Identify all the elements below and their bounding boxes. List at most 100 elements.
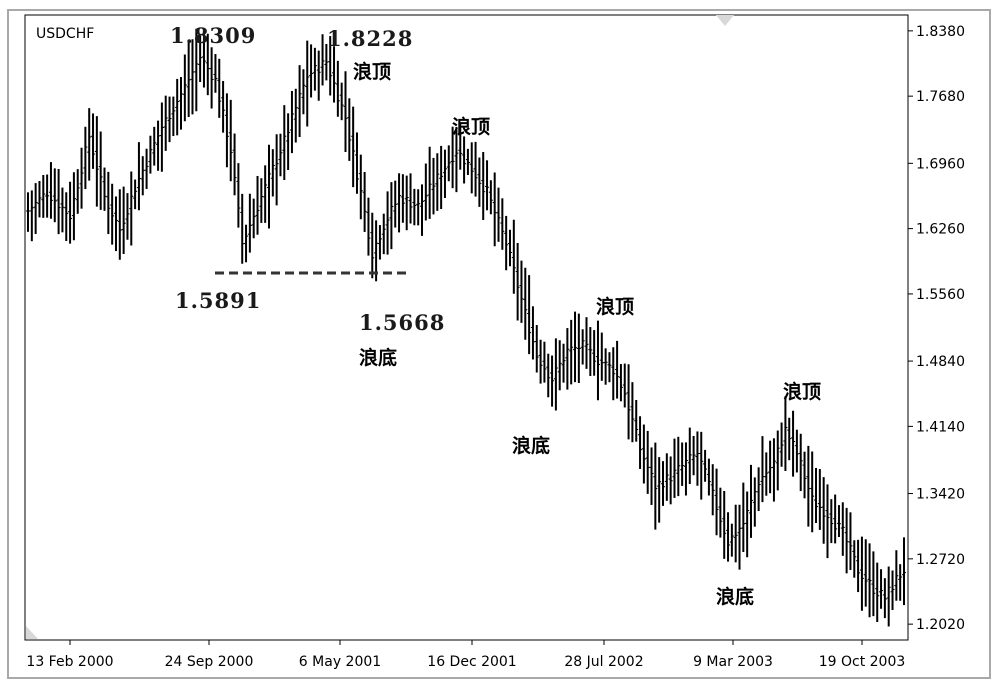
annotation-peak-2-value: 1.8228: [327, 26, 413, 51]
ohlc-bar: [856, 539, 861, 593]
ohlc-bar: [481, 151, 486, 221]
ohlc-bar: [393, 180, 398, 228]
ohlc-bar: [523, 267, 528, 340]
ohlc-bar: [297, 65, 302, 137]
ohlc-bar: [848, 512, 853, 570]
ohlc-bar: [538, 339, 543, 384]
ohlc-bar: [794, 429, 799, 473]
ohlc-bar: [374, 220, 379, 282]
ohlc-bar: [657, 457, 662, 523]
ohlc-bar: [569, 319, 574, 385]
annotation-peak-1-value: 1.8309: [170, 23, 256, 48]
ohlc-bar: [217, 58, 222, 118]
ohlc-bar: [672, 438, 677, 498]
annotation-peak-5-label: 浪顶: [783, 380, 821, 403]
ohlc-bar: [573, 311, 578, 383]
ohlc-bar: [710, 464, 715, 516]
ohlc-bar: [745, 491, 750, 558]
ohlc-bar: [641, 424, 646, 484]
symbol-label: USDCHF: [36, 26, 94, 42]
ohlc-bar: [110, 183, 115, 245]
ohlc-bar: [274, 134, 279, 206]
ohlc-bar: [722, 491, 727, 559]
ohlc-bar: [205, 33, 210, 96]
ohlc-bar: [255, 175, 260, 235]
y-tick-label: 1.6260: [916, 222, 965, 238]
ohlc-bar: [442, 149, 447, 198]
x-tick-label: 28 Jul 2002: [564, 654, 643, 670]
ohlc-bar: [821, 477, 826, 544]
ohlc-bar: [817, 469, 822, 530]
ohlc-bar: [354, 132, 359, 194]
ohlc-bar: [335, 60, 340, 117]
ohlc-bar: [156, 120, 161, 171]
ohlc-bar: [607, 352, 612, 383]
ohlc-bar: [729, 523, 734, 557]
ohlc-bar: [416, 189, 421, 226]
ohlc-bar: [557, 340, 562, 391]
ohlc-bar: [408, 173, 413, 224]
ohlc-bar: [726, 512, 731, 562]
ohlc-bar: [760, 436, 765, 503]
ohlc-bar: [125, 193, 130, 240]
y-tick-label: 1.4840: [916, 354, 965, 370]
ohlc-bar: [129, 171, 134, 246]
ohlc-bar: [435, 153, 440, 211]
ohlc-bar: [802, 451, 807, 499]
ohlc-bar: [898, 564, 903, 601]
ohlc-bar: [385, 191, 390, 255]
ohlc-bar: [630, 382, 635, 443]
ohlc-bar: [362, 171, 367, 232]
x-tick-label: 16 Dec 2001: [427, 654, 516, 670]
ohlc-bar: [316, 50, 321, 101]
ohlc-bar: [179, 76, 184, 130]
ohlc-bar: [542, 341, 547, 383]
annotation-trough-2-label: 浪底: [359, 346, 397, 369]
ohlc-bar: [615, 340, 620, 399]
ohlc-bar: [691, 435, 696, 476]
ohlc-bar: [366, 197, 371, 256]
ohlc-bar: [507, 229, 512, 267]
ohlc-bar: [462, 136, 467, 184]
ohlc-bar: [182, 54, 187, 122]
ohlc-bar: [370, 212, 375, 279]
ohlc-bar: [41, 174, 46, 218]
ohlc-bar: [347, 98, 352, 161]
ohlc-bar: [611, 347, 616, 401]
ohlc-bar: [221, 81, 226, 133]
ohlc-bar: [351, 106, 356, 188]
ohlc-bar: [504, 215, 509, 271]
ohlc-bar: [293, 88, 298, 143]
ohlc-bar: [320, 34, 325, 86]
ohlc-bar: [718, 487, 723, 538]
ohlc-bar: [825, 484, 830, 559]
ohlc-bar: [171, 96, 176, 137]
ohlc-bar: [894, 550, 899, 601]
annotation-peak-3-label: 浪顶: [452, 115, 490, 138]
ohlc-bar: [113, 196, 118, 252]
ohlc-bar: [358, 154, 363, 220]
outer-frame: [7, 9, 991, 679]
x-tick-label: 13 Feb 2000: [26, 654, 113, 670]
ohlc-bar: [431, 157, 436, 215]
ohlc-bar: [75, 169, 80, 214]
ohlc-bar: [305, 40, 310, 127]
ohlc-bar: [289, 90, 294, 154]
ohlc-bar: [389, 182, 394, 250]
ohlc-bar: [683, 442, 688, 496]
ohlc-bar: [664, 453, 669, 501]
ohlc-bar: [48, 162, 53, 219]
ohlc-bar: [29, 190, 34, 242]
ohlc-bar: [247, 193, 252, 253]
ohlc-bar: [527, 275, 532, 355]
ohlc-bar: [282, 105, 287, 180]
ohlc-bar: [836, 505, 841, 537]
ohlc-bar: [515, 242, 520, 321]
ohlc-bar: [748, 464, 753, 538]
ohlc-bar: [117, 189, 122, 260]
bottom-corner-marker: [26, 626, 38, 639]
y-tick-label: 1.3420: [916, 487, 965, 503]
ohlc-bar: [500, 198, 505, 250]
ohlc-bar: [56, 168, 61, 235]
